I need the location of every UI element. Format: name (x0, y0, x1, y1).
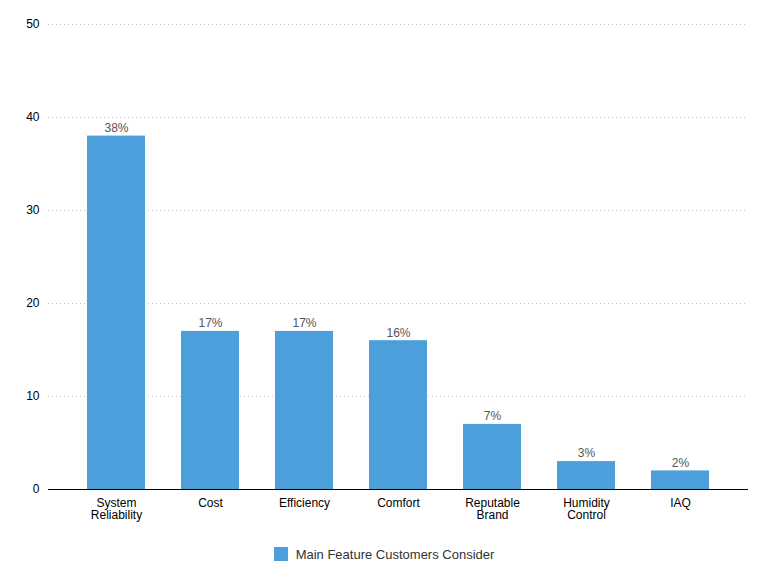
svg-text:Cost: Cost (198, 496, 223, 510)
svg-text:SystemReliability: SystemReliability (91, 496, 142, 522)
svg-text:50: 50 (26, 17, 40, 31)
svg-text:17%: 17% (292, 316, 316, 330)
svg-text:17%: 17% (198, 316, 222, 330)
svg-text:ReputableBrand: ReputableBrand (465, 496, 520, 522)
html-text:Main Feature Customers Conside: Main Feature Customers Consider (295, 546, 495, 562)
svg-text:IAQ: IAQ (670, 496, 691, 510)
svg-text:10: 10 (26, 389, 40, 403)
svg-text:7%: 7% (484, 409, 502, 423)
svg-text:Efficiency: Efficiency (279, 496, 330, 510)
svg-text:38%: 38% (104, 121, 128, 135)
svg-text:0: 0 (33, 482, 40, 496)
svg-text:16%: 16% (386, 326, 410, 340)
svg-text:HumidityControl: HumidityControl (563, 496, 610, 522)
svg-text:2%: 2% (672, 456, 690, 470)
svg-text:40: 40 (26, 110, 40, 124)
svg-text:Comfort: Comfort (377, 496, 420, 510)
svg-text:3%: 3% (578, 446, 596, 460)
svg-text:30: 30 (26, 203, 40, 217)
svg-text:20: 20 (26, 296, 40, 310)
